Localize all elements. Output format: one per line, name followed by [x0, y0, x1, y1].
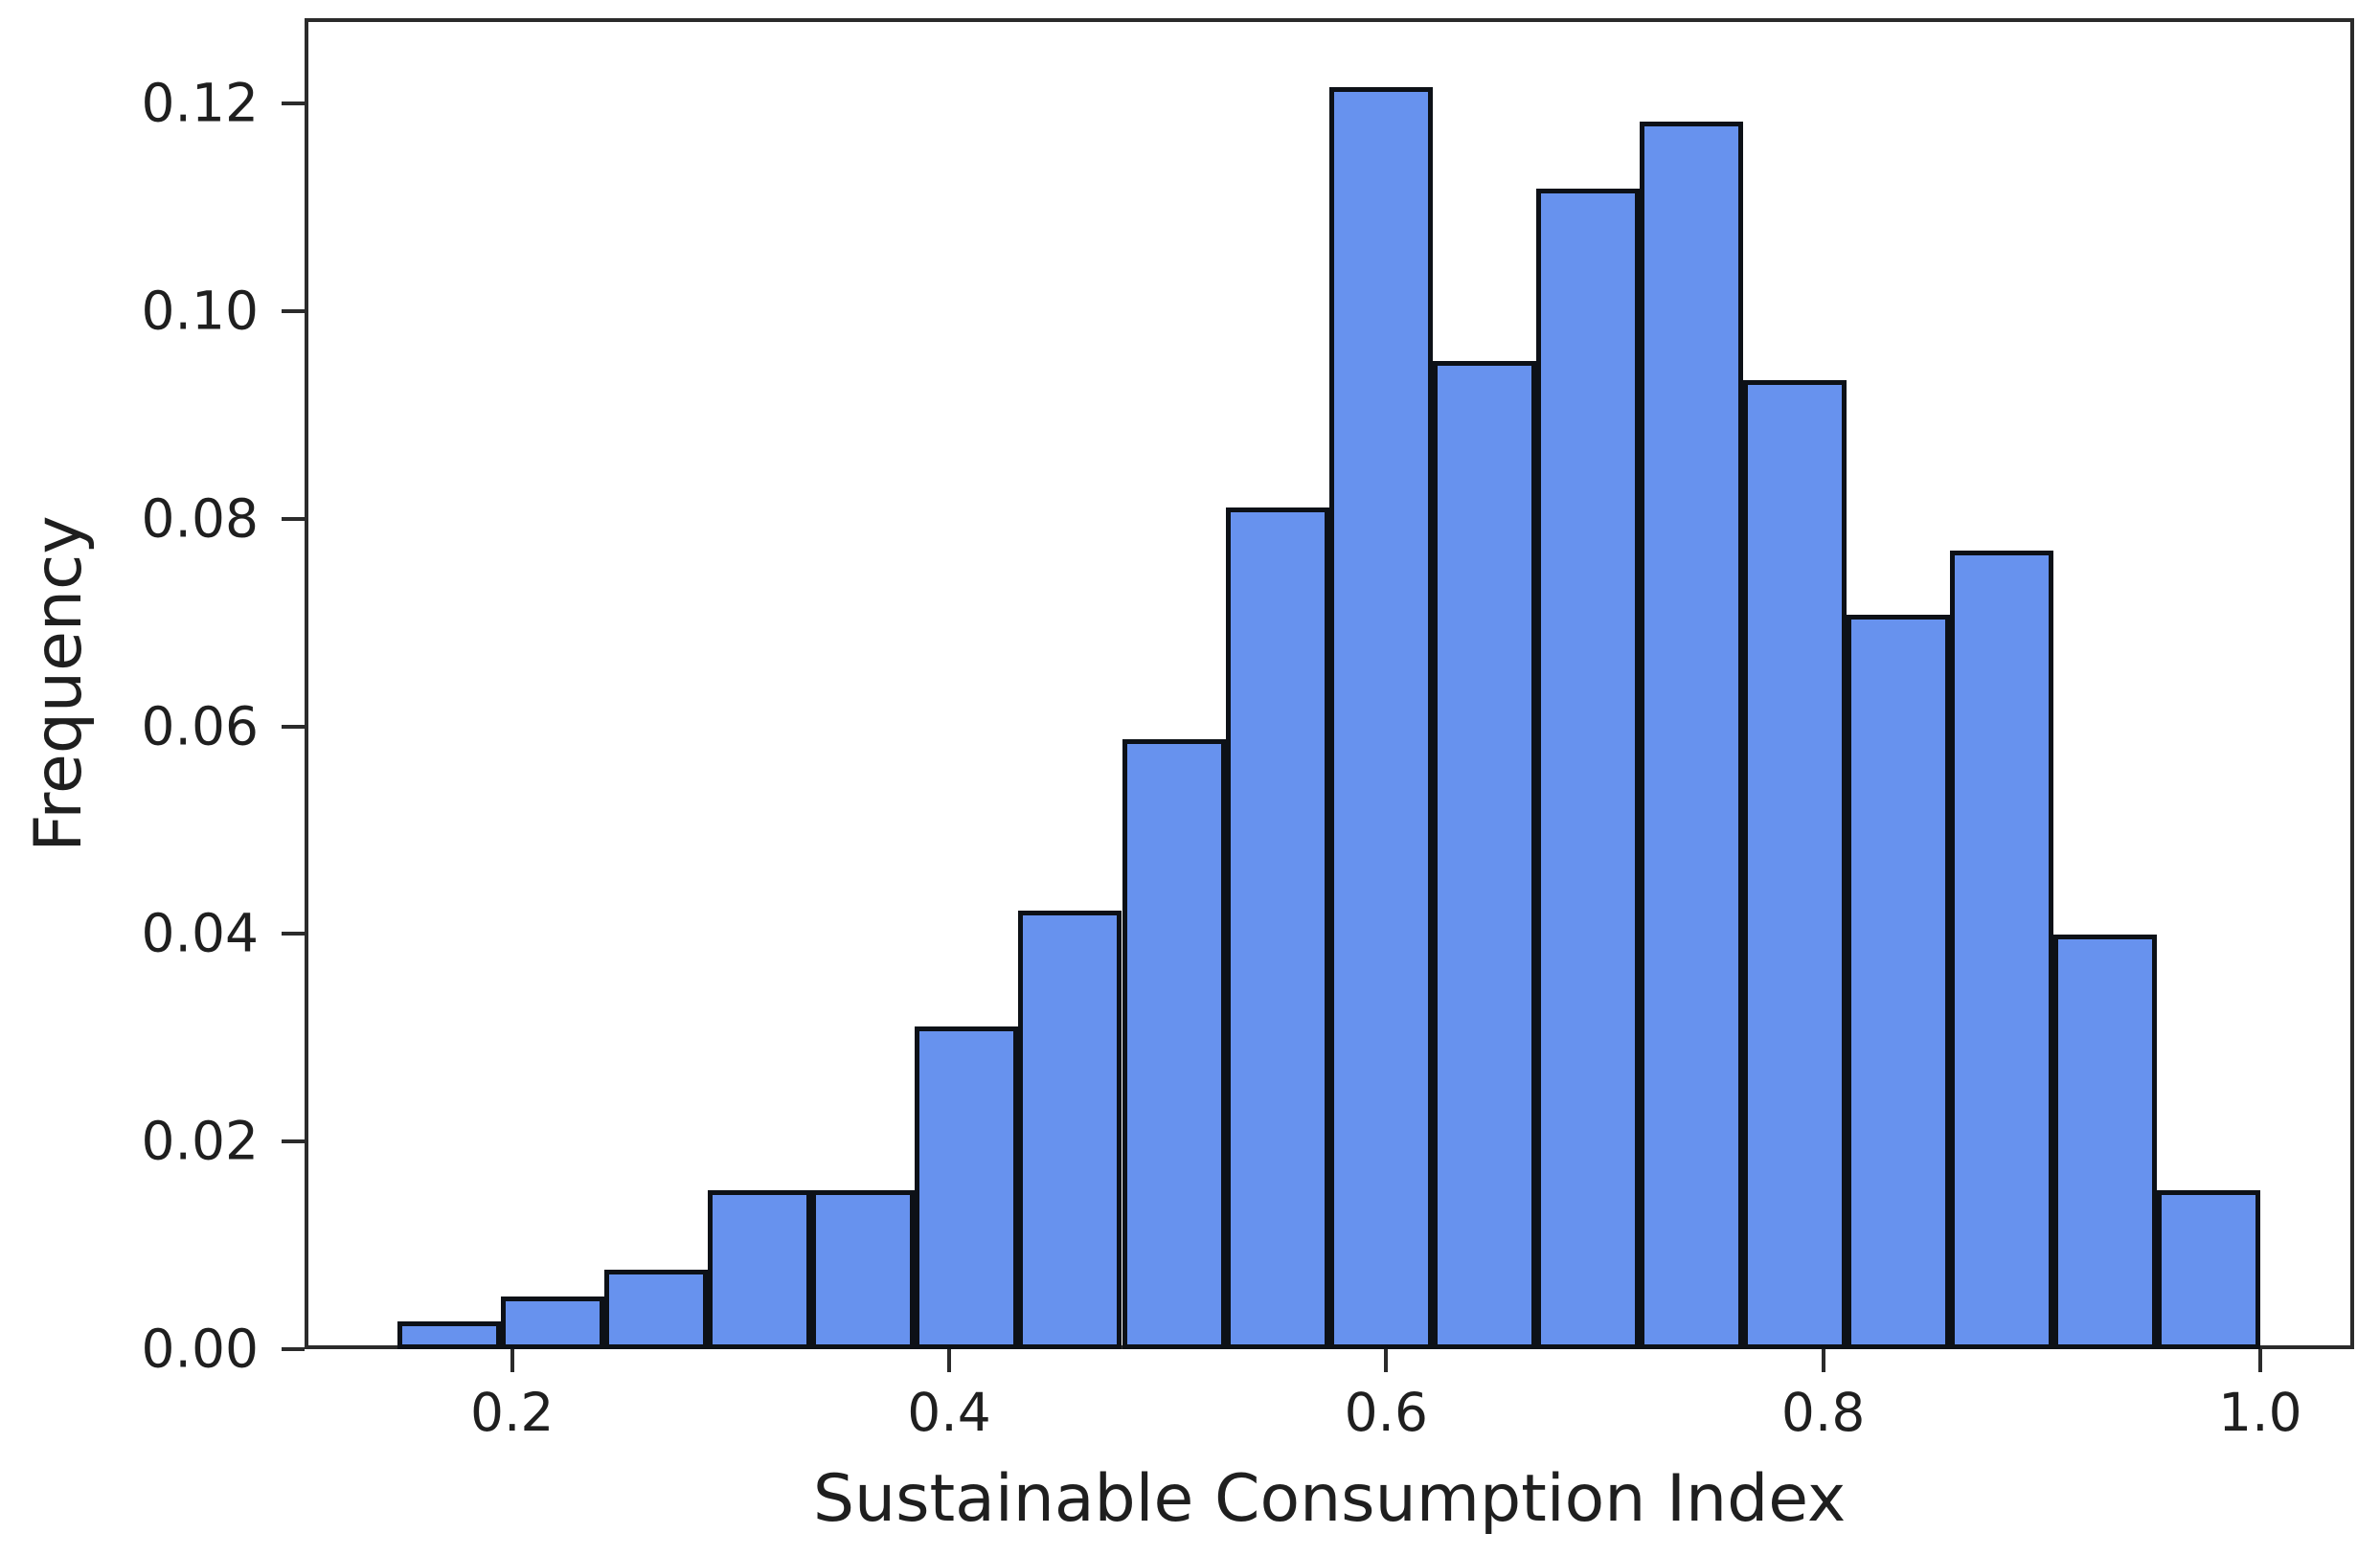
y-tick-mark — [282, 308, 305, 313]
histogram-bar — [1639, 122, 1743, 1349]
y-tick-label: 0.08 — [141, 487, 259, 550]
x-tick-mark — [1821, 1349, 1825, 1372]
y-tick-label: 0.10 — [141, 280, 259, 342]
y-tick-label: 0.04 — [141, 902, 259, 964]
y-tick-mark — [282, 1347, 305, 1351]
histogram-bar — [397, 1320, 502, 1349]
y-tick-label: 0.00 — [141, 1318, 259, 1380]
histogram-bar — [1949, 551, 2053, 1349]
histogram-bar — [2052, 935, 2157, 1349]
histogram-bar — [1328, 86, 1433, 1349]
y-tick-mark — [282, 516, 305, 521]
y-axis-label: Frequency — [21, 515, 97, 852]
histogram-bar — [1432, 360, 1536, 1349]
x-tick-label: 0.6 — [1344, 1382, 1429, 1443]
histogram-bar — [1122, 738, 1226, 1349]
x-tick-label: 0.8 — [1780, 1382, 1866, 1443]
histogram-bar — [1018, 911, 1122, 1349]
histogram-bar — [1225, 507, 1329, 1349]
x-tick-label: 0.2 — [469, 1382, 555, 1443]
y-tick-label: 0.02 — [141, 1110, 259, 1172]
histogram-bar — [708, 1190, 812, 1349]
x-axis-label: Sustainable Consumption Index — [812, 1461, 1847, 1537]
y-tick-mark — [282, 932, 305, 936]
x-tick-mark — [2257, 1349, 2262, 1372]
y-tick-label: 0.06 — [141, 695, 259, 756]
x-tick-mark — [1384, 1349, 1389, 1372]
y-tick-mark — [282, 724, 305, 729]
histogram-bar — [604, 1269, 709, 1349]
y-tick-mark — [282, 1139, 305, 1144]
x-tick-label: 0.4 — [907, 1382, 991, 1443]
y-tick-label: 0.12 — [141, 72, 259, 134]
x-tick-label: 1.0 — [2218, 1382, 2302, 1443]
histogram-bar — [1846, 615, 1950, 1349]
histogram-bar — [1535, 188, 1640, 1349]
histogram-bar — [811, 1190, 916, 1349]
x-tick-mark — [947, 1349, 951, 1372]
histogram-bar — [1742, 380, 1847, 1349]
bars-layer — [305, 18, 2354, 1349]
histogram-bar — [501, 1296, 605, 1349]
x-tick-mark — [510, 1349, 514, 1372]
histogram-bar — [2156, 1190, 2260, 1349]
histogram-bar — [915, 1026, 1019, 1349]
y-tick-mark — [282, 101, 305, 105]
